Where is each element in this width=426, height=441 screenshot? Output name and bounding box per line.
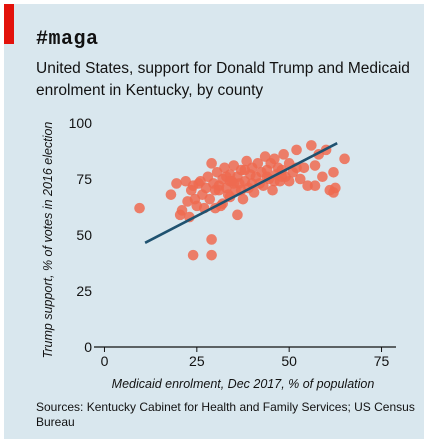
source-note: Sources: Kentucky Cabinet for Health and… bbox=[36, 400, 415, 429]
data-point bbox=[206, 158, 217, 169]
y-tick-label: 50 bbox=[76, 227, 92, 243]
data-point bbox=[176, 205, 188, 216]
data-point bbox=[267, 184, 278, 196]
trend-line bbox=[144, 142, 338, 244]
data-point bbox=[309, 180, 321, 192]
data-point bbox=[204, 193, 216, 205]
data-point bbox=[248, 187, 260, 198]
data-point bbox=[302, 180, 313, 192]
data-point bbox=[165, 189, 177, 200]
data-point bbox=[328, 166, 339, 178]
x-tick-label: 75 bbox=[374, 353, 390, 369]
chart-card bbox=[4, 4, 424, 439]
y-tick-label: 75 bbox=[76, 171, 92, 187]
data-point bbox=[213, 184, 225, 196]
chart-title: #maga bbox=[36, 28, 99, 51]
chart-subtitle: United States, support for Donald Trump … bbox=[36, 60, 410, 99]
data-point bbox=[294, 173, 306, 185]
data-point bbox=[171, 178, 182, 189]
y-tick-label: 25 bbox=[76, 283, 92, 299]
y-tick-label: 100 bbox=[69, 115, 93, 131]
data-point bbox=[252, 158, 264, 169]
data-point bbox=[328, 187, 339, 198]
data-point bbox=[232, 209, 243, 221]
x-axis-ticks: 0 25 50 75 bbox=[101, 347, 390, 369]
y-axis-ticks: 0 25 50 75 100 bbox=[69, 115, 93, 355]
data-point bbox=[206, 234, 217, 245]
points-layer bbox=[134, 140, 350, 261]
data-point bbox=[206, 249, 217, 261]
data-point bbox=[309, 160, 321, 171]
x-tick-label: 50 bbox=[281, 353, 297, 369]
data-point bbox=[269, 153, 280, 165]
data-point bbox=[239, 164, 251, 176]
data-point bbox=[298, 162, 310, 174]
data-point bbox=[224, 175, 236, 187]
data-point bbox=[339, 153, 350, 165]
y-tick-label: 0 bbox=[84, 339, 92, 355]
data-point bbox=[306, 140, 317, 151]
x-tick-label: 0 bbox=[101, 353, 109, 369]
x-axis-title: Medicaid enrolment, Dec 2017, % of popul… bbox=[112, 377, 375, 391]
data-point bbox=[291, 144, 302, 156]
data-point bbox=[278, 149, 289, 160]
y-axis-title: Trump support, % of votes in 2016 electi… bbox=[41, 122, 55, 359]
x-tick-label: 25 bbox=[189, 353, 205, 369]
data-point bbox=[317, 171, 328, 183]
accent-tag bbox=[4, 4, 14, 44]
data-point bbox=[283, 175, 295, 187]
data-point bbox=[237, 193, 249, 205]
data-point bbox=[187, 249, 199, 261]
data-point bbox=[134, 202, 145, 214]
